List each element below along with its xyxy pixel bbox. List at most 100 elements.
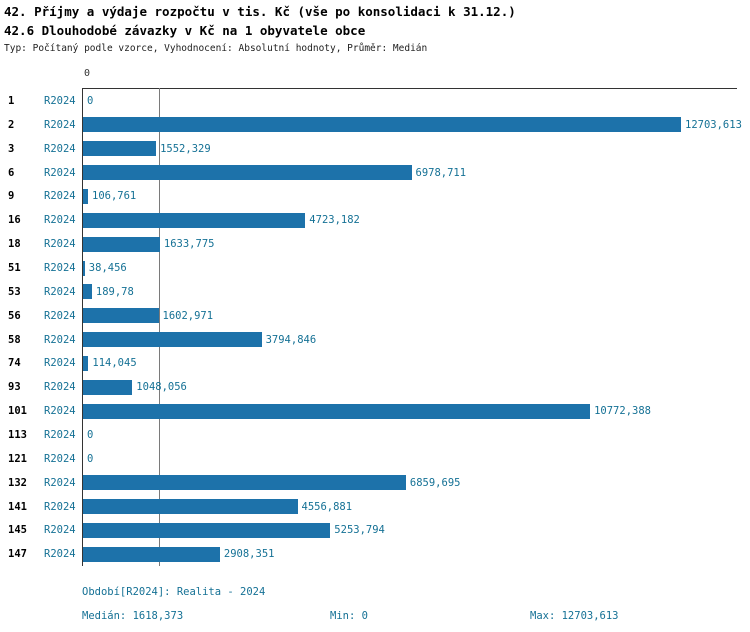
value-label: 6978,711	[415, 166, 467, 179]
chart-meta-line: Typ: Počítaný podle vzorce, Vyhodnocení:…	[4, 43, 428, 54]
chart-row: 141 R2024 4556,881	[0, 495, 750, 519]
row-number-label: 58	[8, 333, 21, 346]
series-label: R2024	[44, 548, 76, 561]
value-bar	[83, 212, 306, 228]
row-number-label: 121	[8, 452, 27, 465]
row-number-label: 132	[8, 476, 27, 489]
value-label: 1552,329	[160, 142, 211, 155]
chart-row: 16 R2024 4723,182	[0, 208, 750, 232]
series-label: R2024	[44, 405, 76, 418]
chart-row: 74 R2024 114,045	[0, 351, 750, 375]
footer-min-label: Min: 0	[330, 610, 368, 622]
chart-row: 6 R2024 6978,711	[0, 161, 750, 185]
chart-row: 145 R2024 5253,794	[0, 518, 750, 542]
series-label: R2024	[44, 285, 76, 298]
value-label: 1602,971	[162, 309, 214, 322]
series-label: R2024	[44, 524, 76, 537]
chart-row: 18 R2024 1633,775	[0, 232, 750, 256]
row-number-label: 56	[8, 309, 21, 322]
chart-row: 58 R2024 3794,846	[0, 328, 750, 352]
page-title: 42. Příjmy a výdaje rozpočtu v tis. Kč (…	[4, 4, 516, 19]
value-bar	[83, 522, 331, 538]
chart-row: 53 R2024 189,78	[0, 280, 750, 304]
row-number-label: 51	[8, 262, 21, 274]
chart-row: 56 R2024 1602,971	[0, 304, 750, 328]
value-label: 10772,388	[594, 405, 651, 418]
row-number-label: 101	[8, 405, 27, 418]
row-number-label: 6	[8, 166, 15, 179]
value-label: 4556,881	[301, 500, 353, 513]
series-label: R2024	[44, 166, 76, 179]
chart-row: 93 R2024 1048,056	[0, 375, 750, 399]
value-bar	[83, 117, 681, 133]
row-number-label: 147	[8, 548, 27, 561]
series-label: R2024	[44, 476, 76, 489]
value-bar	[83, 403, 591, 419]
series-label: R2024	[44, 428, 76, 441]
row-number-label: 16	[8, 214, 21, 227]
footer-max-label: Max: 12703,613	[530, 610, 619, 622]
series-label: R2024	[44, 452, 76, 465]
value-label: 4723,182	[309, 214, 360, 227]
value-bar	[83, 141, 157, 157]
value-label: 5253,794	[334, 524, 385, 537]
row-number-label: 53	[8, 285, 21, 298]
chart-row: 51 R2024 38,456	[0, 256, 750, 280]
value-bar	[83, 308, 159, 324]
median-line	[159, 88, 161, 566]
chart-row: 101 R2024 10772,388	[0, 399, 750, 423]
value-bar	[83, 475, 406, 491]
value-label: 3794,846	[265, 333, 317, 346]
footer-median-label: Medián: 1618,373	[82, 610, 184, 622]
series-label: R2024	[44, 333, 76, 346]
row-number-label: 93	[8, 381, 21, 394]
footer-period-label: Období[R2024]: Realita - 2024	[82, 586, 266, 598]
value-label: 12703,613	[685, 118, 742, 131]
value-bar	[83, 379, 133, 395]
row-number-label: 1	[8, 95, 15, 107]
series-label: R2024	[44, 118, 76, 131]
series-label: R2024	[44, 500, 76, 513]
row-number-label: 113	[8, 428, 27, 441]
chart-row: 3 R2024 1552,329	[0, 137, 750, 161]
value-bar	[83, 236, 160, 252]
value-bar	[83, 165, 412, 181]
series-label: R2024	[44, 238, 76, 251]
chart-row: 132 R2024 6859,695	[0, 471, 750, 495]
value-label: 114,045	[92, 357, 137, 370]
value-label: 0	[87, 452, 94, 465]
series-label: R2024	[44, 381, 76, 394]
value-label: 38,456	[88, 262, 127, 274]
value-label: 189,78	[95, 285, 134, 298]
value-bar	[83, 284, 92, 300]
series-label: R2024	[44, 262, 76, 274]
chart-row: 147 R2024 2908,351	[0, 542, 750, 566]
value-bar	[83, 546, 220, 562]
row-number-label: 2	[8, 118, 15, 131]
series-label: R2024	[44, 309, 76, 322]
value-label: 0	[87, 428, 94, 441]
series-label: R2024	[44, 357, 76, 370]
x-axis-line	[82, 88, 737, 89]
chart-row: 9 R2024 106,761	[0, 184, 750, 208]
y-axis-line	[82, 88, 83, 566]
value-bar	[83, 355, 89, 371]
chart-section-title: 42.6 Dlouhodobé závazky v Kč na 1 obyvat…	[4, 23, 366, 38]
value-bar	[83, 260, 85, 276]
value-bar	[83, 332, 262, 347]
series-label: R2024	[44, 190, 76, 203]
row-number-label: 9	[8, 190, 15, 203]
value-label: 1633,775	[163, 238, 215, 251]
row-number-label: 18	[8, 238, 21, 251]
row-number-label: 141	[8, 500, 27, 513]
row-number-label: 3	[8, 142, 15, 155]
value-label: 1048,056	[136, 381, 187, 394]
value-label: 0	[87, 95, 94, 107]
chart-row: 1 R2024 0	[0, 89, 750, 113]
value-label: 2908,351	[223, 548, 275, 561]
row-number-label: 145	[8, 524, 27, 537]
row-number-label: 74	[8, 357, 21, 370]
value-label: 106,761	[92, 190, 137, 203]
value-bar	[83, 499, 298, 514]
